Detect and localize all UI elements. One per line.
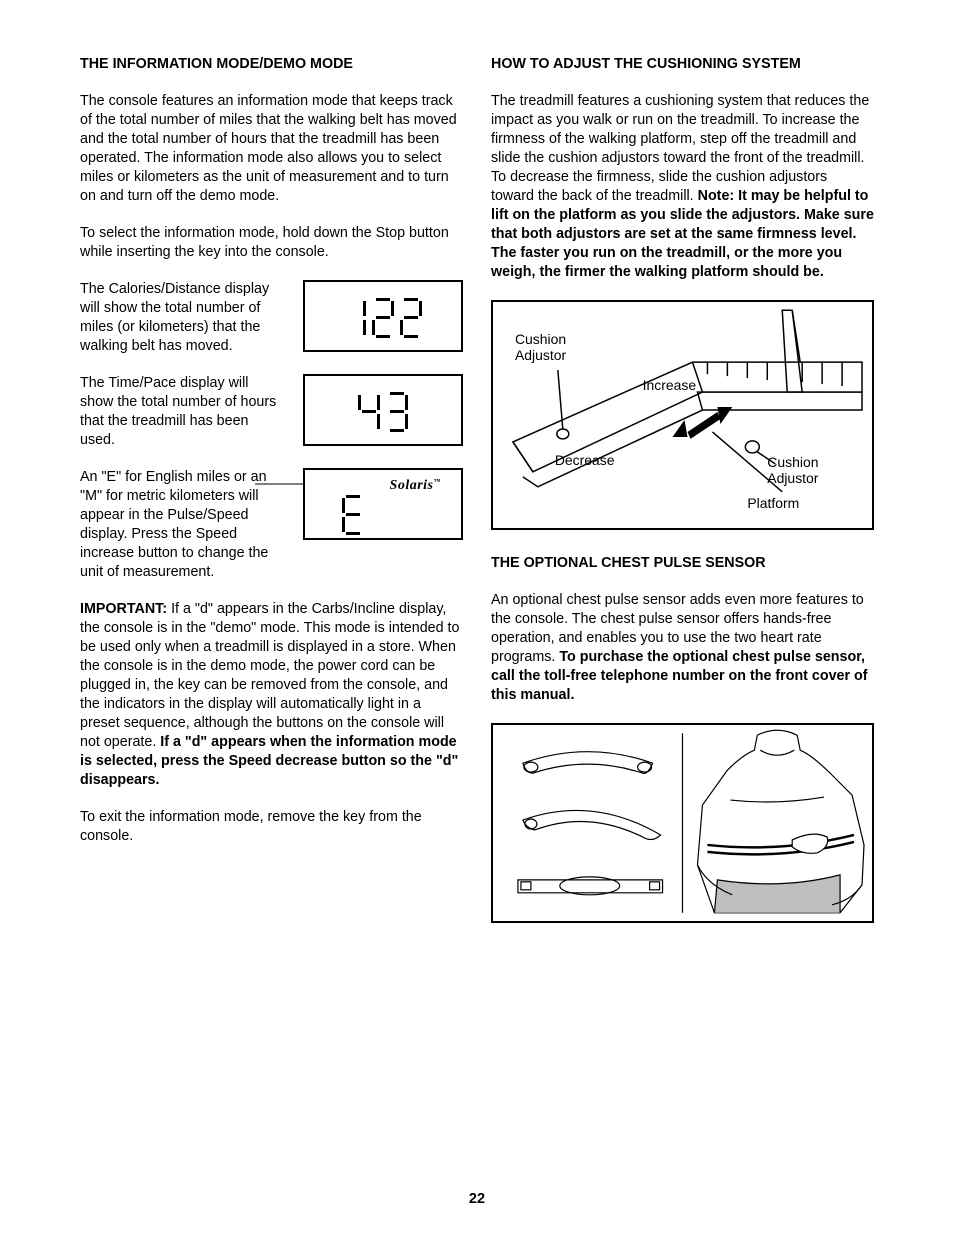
- para-select-mode: To select the information mode, hold dow…: [80, 224, 463, 262]
- para-cushion: The treadmill features a cushioning syst…: [491, 92, 874, 282]
- right-heading2: THE OPTIONAL CHEST PULSE SENSOR: [491, 554, 874, 573]
- para-chest-sensor: An optional chest pulse sensor adds even…: [491, 591, 874, 705]
- lcd-value-122: [344, 298, 422, 338]
- para-exit: To exit the information mode, remove the…: [80, 808, 463, 846]
- lcd-value-43: [358, 392, 408, 432]
- right-column: HOW TO ADJUST THE CUSHIONING SYSTEM The …: [491, 55, 874, 923]
- pointer-line: [255, 480, 305, 488]
- lcd-display-hours: [303, 374, 463, 446]
- label-cushion-adjustor-1b: Adjustor: [515, 347, 567, 363]
- left-heading: THE INFORMATION MODE/DEMO MODE: [80, 55, 463, 74]
- lcd-display-units: Solaris™: [303, 468, 463, 540]
- para-important: IMPORTANT: If a "d" appears in the Carbs…: [80, 600, 463, 790]
- cushion-diagram: Cushion Adjustor Increase Decrease Cushi…: [491, 300, 874, 530]
- label-cushion-adjustor-2b: Adjustor: [767, 470, 819, 486]
- lcd-display-miles: [303, 280, 463, 352]
- solaris-label: Solaris™: [390, 477, 461, 496]
- para-time-display: The Time/Pace display will show the tota…: [80, 374, 285, 450]
- label-cushion-adjustor-2a: Cushion: [767, 454, 818, 470]
- left-column: THE INFORMATION MODE/DEMO MODE The conso…: [80, 55, 463, 923]
- lcd-value-e: [342, 495, 364, 535]
- para-intro: The console features an information mode…: [80, 92, 463, 206]
- chest-sensor-diagram: [491, 723, 874, 923]
- right-heading1: HOW TO ADJUST THE CUSHIONING SYSTEM: [491, 55, 874, 74]
- important-label: IMPORTANT:: [80, 601, 167, 617]
- para-demo-mode: If a "d" appears in the Carbs/Incline di…: [80, 601, 459, 750]
- page-number: 22: [469, 1191, 485, 1207]
- para-calories-display: The Calories/Distance display will show …: [80, 280, 285, 356]
- label-decrease: Decrease: [555, 452, 615, 468]
- label-cushion-adjustor-1a: Cushion: [515, 331, 566, 347]
- label-increase: Increase: [643, 377, 697, 393]
- label-platform: Platform: [747, 495, 799, 511]
